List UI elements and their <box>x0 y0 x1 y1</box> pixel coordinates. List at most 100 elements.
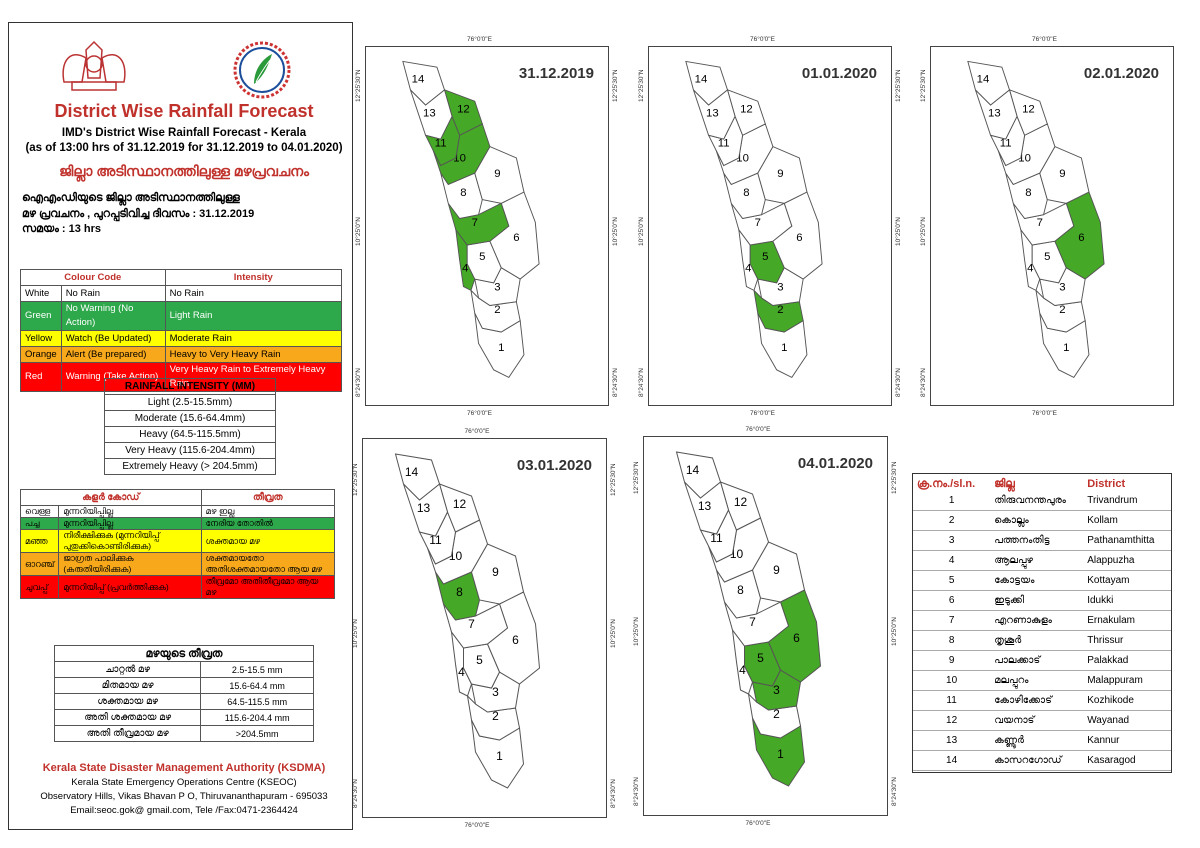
district-row: 11 കോഴിക്കോട് Kozhikode <box>913 690 1171 711</box>
district-7-label: 7 <box>755 217 761 229</box>
colour-code-cell: Heavy to Very Heavy Rain <box>164 346 343 363</box>
district-mal: കോട്ടയം <box>990 570 1084 591</box>
district-no: 11 <box>913 690 991 711</box>
district-1-label: 1 <box>781 342 787 354</box>
mal-intensity-row: മിതമായ മഴ 15.6-64.4 mm <box>53 677 314 694</box>
district-1-label: 1 <box>777 747 784 761</box>
lat-tick-left: 8°24'30"N <box>920 368 927 398</box>
mal-colour-row: പച്ച മുന്നറിയിപ്പില്ല നേരിയ തോതിൽ <box>19 517 336 530</box>
mal-intensity-label: അതി തീവ്രമായ മഴ <box>53 725 202 742</box>
district-12-label: 12 <box>740 104 753 116</box>
rainfall-intensity-cell: Light (2.5-15.5mm) <box>104 394 276 411</box>
colour-code-cell: Red <box>20 362 62 392</box>
district-4-label: 4 <box>1027 262 1033 274</box>
district-13-label: 13 <box>423 107 436 119</box>
district-13-label: 13 <box>698 499 712 513</box>
district-no: 5 <box>913 570 991 591</box>
district-row: 14 കാസറഗോഡ് Kasaragod <box>913 750 1171 771</box>
map-date: 02.01.2020 <box>1083 65 1159 82</box>
district-2-label: 2 <box>777 304 783 316</box>
district-en: Kottayam <box>1083 570 1171 591</box>
district-1-label: 1 <box>498 342 504 354</box>
malayalam-info-3: സമയം : 13 hrs <box>22 223 102 235</box>
mal-colour-row: ഓറഞ്ച് ജാഗ്രത പാലിക്കുക (കരുതിയിരിക്കുക) ശ… <box>19 552 336 576</box>
mal-colour-row: വെള്ള മുന്നറിയിപ്പില്ല മഴ ഇല്ല <box>19 505 336 518</box>
mal-intensity-row: അതി ശക്തമായ മഴ 115.6-204.4 mm <box>53 709 314 726</box>
district-no: 14 <box>913 750 991 771</box>
colour-code-row: Green No Warning (No Action) Light Rain <box>20 301 343 331</box>
district-mal: വയനാട് <box>990 710 1084 731</box>
district-no: 7 <box>913 610 991 631</box>
lat-tick-right: 12°25'30"N <box>612 69 619 102</box>
colour-code-row: White No Rain No Rain <box>20 285 343 302</box>
lon-tick-bottom: 76°0'0"E <box>1032 410 1057 417</box>
lat-tick-right: 8°24'30"N <box>610 778 617 808</box>
mal-intensity-value: 15.6-64.4 mm <box>200 677 314 694</box>
district-9-label: 9 <box>494 168 500 180</box>
lat-tick-right: 12°25'30"N <box>610 463 617 496</box>
mal-intensity-value: 2.5-15.5 mm <box>200 661 314 678</box>
mal-colour-cell: മുന്നറിയിപ്പില്ല <box>58 505 202 518</box>
district-en: Wayanad <box>1083 710 1171 731</box>
mal-colour-cell: വെള്ള <box>19 505 60 518</box>
lat-tick-right: 10°25'0"N <box>891 617 898 646</box>
forecast-map: 31.12.2019 1 2 3 4 5 6 7 8 9 10 11 12 13 14 <box>365 46 609 406</box>
district-mal: കോഴിക്കോട് <box>990 690 1084 711</box>
lat-tick-left: 10°25'0"N <box>638 217 645 246</box>
district-14-label: 14 <box>977 73 990 85</box>
district-1-label: 1 <box>496 749 503 763</box>
district-mal: കാസറഗോഡ് <box>990 750 1084 771</box>
district-en: Kasaragod <box>1083 750 1171 771</box>
lat-tick-left: 8°24'30"N <box>352 778 359 808</box>
mal-colour-cell: ശക്തമായ മഴ <box>200 529 336 553</box>
colour-code-cell: No Rain <box>60 285 166 302</box>
district-5-label: 5 <box>1044 251 1050 263</box>
district-7-label: 7 <box>468 617 475 631</box>
lon-tick-top: 76°0'0"E <box>464 428 490 435</box>
lon-tick-top: 76°0'0"E <box>467 36 492 43</box>
ksdma-logo <box>233 41 291 99</box>
district-13-label: 13 <box>988 107 1001 119</box>
lat-tick-left: 8°24'30"N <box>355 368 362 398</box>
district-no: 1 <box>913 491 991 511</box>
district-en: Kollam <box>1083 510 1171 531</box>
mal-colour-row: ചുവപ്പ് മുന്നറിയിപ്പ് (പ്രവർത്തിക്കുക) തീവ… <box>19 575 336 599</box>
district-row: 10 മലപ്പുറം Malappuram <box>913 670 1171 691</box>
colour-code-cell: Watch (Be Updated) <box>60 330 166 347</box>
rainfall-intensity-row: Extremely Heavy (> 204.5mm) <box>104 458 276 475</box>
district-3-label: 3 <box>492 685 499 699</box>
district-8-label: 8 <box>456 585 463 599</box>
district-row: 12 വയനാട് Wayanad <box>913 710 1171 731</box>
colour-code-cell: White <box>20 285 62 302</box>
colour-code-cell: No Warning (No Action) <box>60 301 166 331</box>
district-3-label: 3 <box>773 683 780 697</box>
district-row: 9 പാലക്കാട് Palakkad <box>913 650 1171 671</box>
malayalam-info-2: മഴ പ്രവചനം , പുറപ്പടിവിച്ച ദിവസം : 31.12… <box>22 208 255 220</box>
district-8-label: 8 <box>743 187 749 199</box>
rainfall-intensity-cell: Heavy (64.5-115.5mm) <box>104 426 276 443</box>
kerala-emblem <box>62 40 126 91</box>
footer-org: Kerala State Disaster Management Authori… <box>42 762 326 774</box>
district-3-label: 3 <box>777 281 783 293</box>
district-6-label: 6 <box>513 232 519 244</box>
district-no: 12 <box>913 710 991 731</box>
district-en: Alappuzha <box>1083 550 1171 571</box>
district-11-label: 11 <box>429 533 442 547</box>
district-8-label: 8 <box>1025 187 1031 199</box>
district-en-header: District <box>1087 477 1126 490</box>
map-date: 04.01.2020 <box>797 455 873 472</box>
district-14-region <box>675 451 722 499</box>
footer-line-3: Observatory Hills, Vikas Bhavan P O, Thi… <box>40 791 328 802</box>
district-en: Trivandrum <box>1083 491 1171 511</box>
district-5-label: 5 <box>479 251 485 263</box>
district-13-label: 13 <box>706 107 719 119</box>
district-mal: കണ്ണൂർ <box>990 730 1084 751</box>
district-12-label: 12 <box>457 104 470 116</box>
malayalam-title: ജില്ലാ അടിസ്ഥാനത്തിലുള്ള മഴപ്രവചനം <box>59 163 309 179</box>
district-5-label: 5 <box>757 651 764 665</box>
district-12-label: 12 <box>1022 104 1035 116</box>
intensity-header: Intensity <box>164 269 343 286</box>
mal-intensity-header: തീവ്രത <box>200 489 336 506</box>
district-row: 8 തൃശൂർ Thrissur <box>913 630 1171 651</box>
